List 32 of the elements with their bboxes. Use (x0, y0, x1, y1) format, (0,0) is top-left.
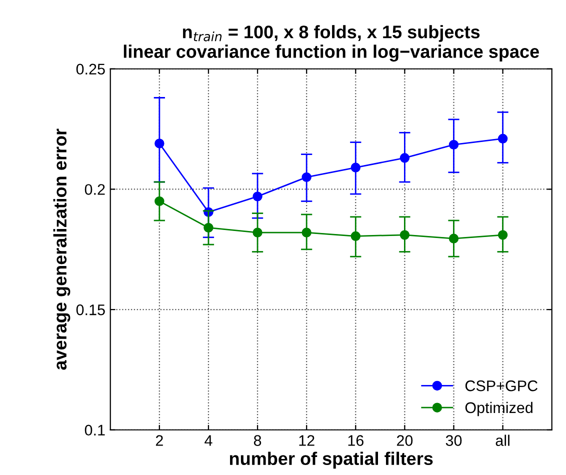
chart-title: n$_{train}$ = 100, x 8 folds, x 15 subjects linear covariance function in log−variance space (124, 25, 539, 62)
x-tick-label: all (496, 434, 510, 446)
point (448, 140, 459, 150)
x-tick-label: 4 (204, 435, 212, 446)
x-tick-label: 30 (446, 435, 462, 446)
point (154, 196, 164, 206)
point (204, 222, 214, 233)
point (154, 138, 164, 148)
y-tick-label: 0.1 (84, 424, 105, 436)
point (302, 228, 312, 238)
y-tick-label: 0.15 (76, 304, 105, 316)
point (498, 230, 508, 240)
legend-label: Optimized (465, 402, 532, 416)
point (350, 231, 360, 241)
y-axis-title: average generalization error (53, 128, 70, 370)
point (400, 230, 410, 240)
point (302, 172, 312, 182)
x-tick-label: 20 (396, 435, 413, 446)
point (400, 153, 410, 163)
x-tick-label: 16 (348, 435, 364, 446)
point (498, 134, 508, 144)
x-tick-label: 2 (156, 435, 163, 446)
x-axis-title: number of spatial filters (230, 452, 433, 469)
point (252, 192, 262, 202)
legend-label: CSP+GPC (465, 380, 538, 392)
point (350, 162, 360, 172)
point (252, 228, 262, 238)
x-tick-label: 12 (299, 435, 314, 446)
y-tick-label: 0.2 (84, 184, 105, 195)
point (448, 234, 459, 244)
x-tick-label: 8 (254, 435, 262, 446)
y-tick-label: 0.25 (76, 64, 105, 75)
